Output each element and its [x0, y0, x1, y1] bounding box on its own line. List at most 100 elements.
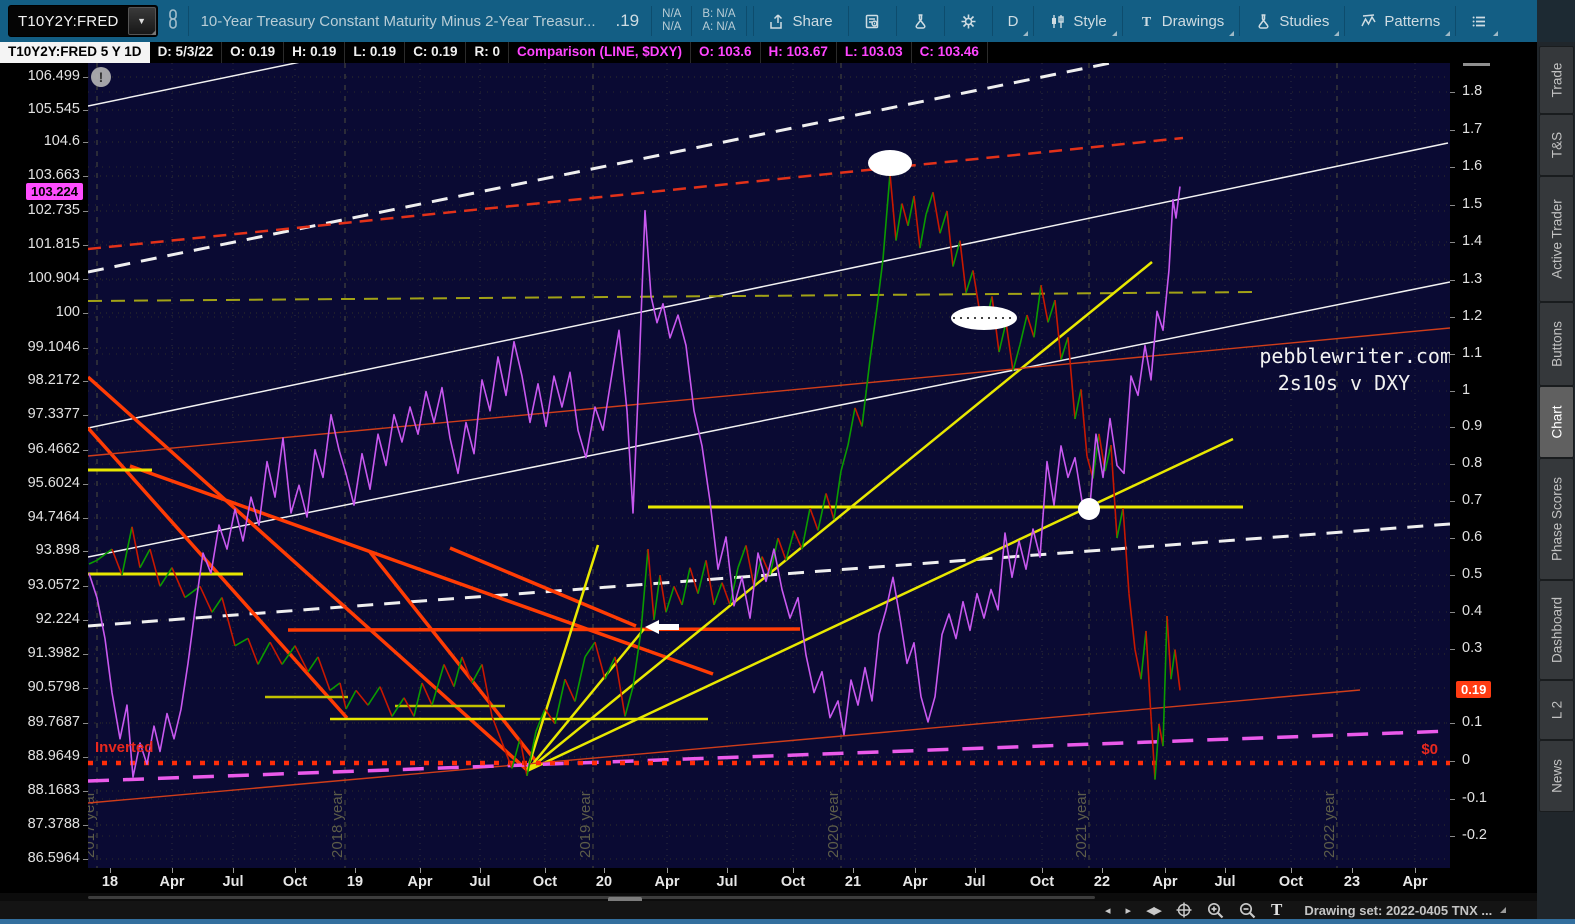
drawings-button[interactable]: T Drawings [1125, 0, 1238, 42]
timeframe-button[interactable]: D [995, 0, 1032, 42]
pan-tool[interactable]: ◀▶ [1146, 904, 1162, 917]
time-label: Apr [407, 874, 433, 890]
trendline-drawing[interactable] [525, 544, 600, 772]
sidebar-tab-label: Phase Scores [1549, 476, 1564, 562]
symbol-dropdown-button[interactable]: ▼ [127, 7, 156, 35]
text-tool[interactable]: T [1270, 900, 1283, 919]
trendline-drawing[interactable] [368, 550, 537, 762]
prev-tool[interactable]: ◂ [1105, 904, 1111, 917]
trendline-drawing[interactable] [526, 628, 645, 772]
news-icon [865, 14, 878, 28]
series-segment [96, 548, 113, 561]
trendline-drawing[interactable] [87, 136, 1184, 251]
left-axis-label: 98.2172 [27, 372, 80, 388]
divider [847, 6, 849, 36]
svg-text:T: T [1142, 15, 1152, 30]
sidebar-tab-trade[interactable]: Trade [1539, 46, 1574, 114]
series-segment [1162, 615, 1168, 747]
series-segment [665, 586, 675, 613]
trendline-drawing[interactable] [87, 729, 1451, 783]
left-arrow-drawing[interactable] [645, 620, 679, 634]
trendline-drawing[interactable] [87, 59, 311, 107]
highlight-ellipse-drawing[interactable] [1078, 498, 1100, 520]
trendline-drawing[interactable] [129, 464, 714, 676]
info-icon[interactable] [91, 67, 111, 87]
next-tool[interactable]: ▸ [1125, 904, 1132, 917]
style-button-label: Style [1073, 12, 1107, 30]
sidebar-tab-buttons[interactable]: Buttons [1539, 302, 1574, 386]
divider [691, 6, 693, 36]
chart-canvas[interactable]: 2017 year 2018 year 2019 year 2020 year 2021… [81, 56, 1452, 868]
ask-value: A: N/A [702, 21, 736, 33]
trendline-drawing[interactable] [87, 142, 1449, 429]
top-toolbar: T10Y2Y:FRED ▼ 10-Year Treasury Constant … [0, 0, 1575, 42]
trendline-drawing[interactable] [287, 627, 801, 632]
sidebar-tab-t-s[interactable]: T&S [1539, 114, 1574, 176]
trendline-drawing[interactable] [526, 261, 1153, 772]
zoom-out-tool[interactable] [1239, 901, 1256, 919]
sidebar-tab-chart[interactable]: Chart [1539, 386, 1574, 458]
right-axis-label: 0.7 [1462, 492, 1483, 508]
news-button[interactable] [851, 0, 894, 42]
crosshair-tool[interactable] [1176, 901, 1192, 919]
trendline-drawing[interactable] [87, 689, 1361, 804]
series-segment [471, 664, 483, 684]
sidebar-tab-dashboard[interactable]: Dashboard [1539, 580, 1574, 680]
trendline-drawing[interactable] [87, 291, 1259, 302]
scrollbar-grip[interactable] [608, 897, 642, 903]
year-label: 2017 year [88, 791, 98, 858]
style-button[interactable]: Style [1036, 0, 1119, 42]
time-label: Oct [1278, 874, 1304, 890]
series-segment [1116, 508, 1124, 539]
right-axis-label: -0.2 [1462, 827, 1487, 843]
year-label: 2021 year [1073, 791, 1090, 858]
right-axis-price-bubble: 0.19 [1455, 680, 1493, 699]
time-tick [480, 868, 481, 873]
trendline-drawing[interactable] [87, 281, 1451, 558]
left-axis-label: 103.663 [27, 167, 80, 183]
sidebar-tab-phase-scores[interactable]: Phase Scores [1539, 458, 1574, 580]
series-segment [840, 444, 849, 472]
chart-instrument-label: T10Y2Y:FRED 5 Y 1D [0, 42, 150, 63]
axis-handle-icon[interactable] [1463, 63, 1490, 66]
scrollbar-track[interactable] [88, 896, 1095, 903]
right-sidebar: Trade T&S Active Trader Buttons Chart Phase S… [1537, 0, 1575, 924]
share-button[interactable]: Share [756, 0, 846, 42]
analyze-button[interactable] [899, 0, 942, 42]
drawing-set-label[interactable]: Drawing set: 2022-0405 TNX ... [1304, 902, 1493, 918]
sidebar-tab-l-2[interactable]: L 2 [1539, 680, 1574, 740]
trendline-drawing[interactable] [87, 327, 1451, 457]
trendline-drawing[interactable] [86, 375, 529, 772]
right-price-axis[interactable]: 1.8 1.7 1.6 1.5 1.4 1.3 1.2 1.1 1 0.9 0.8 0.7 0.6 0.5… [1450, 63, 1537, 868]
highlight-ellipse-drawing[interactable] [951, 306, 1017, 330]
trendline-drawing[interactable] [526, 437, 1234, 773]
text-t-icon: T [1142, 15, 1152, 30]
settings-button[interactable] [947, 0, 990, 42]
series-segment [519, 738, 528, 777]
menu-button[interactable] [1458, 0, 1501, 42]
series-segment [453, 656, 463, 687]
left-price-axis[interactable]: 106.499 105.545 104.6 103.663 102.735 101.815… [0, 63, 89, 868]
sidebar-tab-active-trader[interactable]: Active Trader [1539, 176, 1574, 302]
zoom-in-tool[interactable] [1207, 901, 1224, 919]
chart-header: T10Y2Y:FRED 5 Y 1D D: 5/3/22 O: 0.19 H: 0.… [0, 42, 1537, 63]
chart-scrollbar[interactable] [0, 893, 1537, 903]
window-bottom-strip [0, 919, 1575, 924]
divider [895, 6, 897, 36]
drawing-set-dropdown-icon[interactable] [1500, 907, 1507, 913]
patterns-button[interactable]: Patterns [1347, 0, 1453, 42]
trendline-drawing[interactable] [449, 546, 637, 628]
time-label: Jul [1214, 874, 1236, 890]
series-segment [673, 585, 683, 606]
right-axis-label: 1.6 [1462, 158, 1483, 174]
highlight-ellipse-drawing[interactable] [868, 150, 912, 176]
time-axis[interactable]: 18 Apr Jul Oct 19 Apr Jul Oct 20 Apr Jul Oct 21 Apr Ju… [0, 868, 1537, 893]
link-icon[interactable] [168, 8, 178, 34]
series-segment [1174, 649, 1181, 691]
sidebar-tab-news[interactable]: News [1539, 740, 1574, 812]
studies-button[interactable]: Studies [1242, 0, 1342, 42]
chart-plot-area[interactable]: 2017 year 2018 year 2019 year 2020 year 2021… [81, 56, 1452, 868]
series-segment [913, 195, 921, 249]
symbol-input[interactable]: T10Y2Y:FRED ▼ [8, 5, 158, 37]
series-segment [861, 359, 871, 427]
